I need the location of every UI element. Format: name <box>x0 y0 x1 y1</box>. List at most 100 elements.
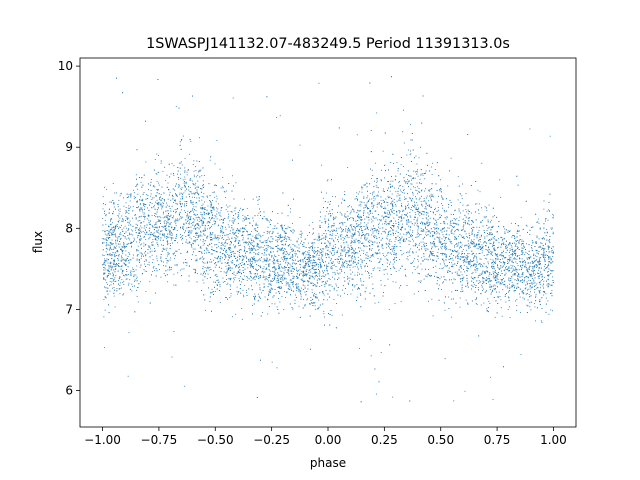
data-point <box>123 197 124 199</box>
data-point <box>252 245 254 247</box>
data-point <box>276 282 278 284</box>
data-point <box>257 254 259 255</box>
data-point <box>357 210 359 212</box>
data-point <box>260 276 261 278</box>
data-point <box>241 262 243 264</box>
data-point <box>417 259 419 260</box>
data-point <box>233 233 235 235</box>
data-point <box>347 229 348 231</box>
data-point <box>288 262 290 264</box>
data-point <box>116 224 118 225</box>
data-point <box>240 228 242 230</box>
data-point <box>355 238 357 240</box>
data-point <box>423 230 425 232</box>
data-point <box>154 248 155 249</box>
data-point <box>347 167 349 168</box>
data-point <box>462 249 464 251</box>
data-point <box>156 181 158 183</box>
data-point <box>202 274 204 276</box>
data-point <box>154 224 155 226</box>
data-point <box>460 277 462 279</box>
data-point <box>259 275 261 277</box>
data-point <box>166 262 168 264</box>
data-point <box>552 231 554 233</box>
data-point <box>238 278 240 280</box>
data-point <box>103 274 105 276</box>
data-point <box>117 206 119 208</box>
data-point <box>495 282 497 284</box>
data-point <box>481 162 483 164</box>
data-point <box>425 170 427 172</box>
data-point <box>323 248 325 250</box>
data-point <box>278 266 280 268</box>
data-point <box>393 225 395 226</box>
data-point <box>490 376 491 378</box>
data-point <box>378 249 380 251</box>
data-point <box>528 288 530 290</box>
data-point <box>157 202 159 204</box>
data-point <box>545 297 547 299</box>
data-point <box>389 212 391 214</box>
data-point <box>411 199 413 201</box>
data-point <box>131 290 133 292</box>
data-point <box>314 247 316 249</box>
data-point <box>426 222 427 224</box>
data-point <box>476 259 478 261</box>
data-point <box>109 281 111 283</box>
data-point <box>400 267 401 269</box>
data-point <box>321 164 323 166</box>
data-point <box>393 249 395 251</box>
data-point <box>270 236 272 238</box>
data-point <box>277 262 279 264</box>
data-point <box>117 251 119 253</box>
data-point <box>282 229 284 231</box>
data-point <box>165 230 167 231</box>
data-point <box>528 258 530 260</box>
data-point <box>137 207 139 209</box>
data-point <box>348 247 350 249</box>
data-point <box>105 223 107 225</box>
data-point <box>255 275 257 277</box>
data-point <box>447 227 449 229</box>
data-point <box>109 252 111 254</box>
data-point <box>115 265 117 267</box>
data-point <box>264 268 266 270</box>
data-point <box>372 244 374 246</box>
data-point <box>505 246 507 247</box>
data-point <box>328 246 330 248</box>
data-point <box>484 237 486 239</box>
data-point <box>522 274 524 276</box>
data-point <box>225 256 227 258</box>
data-point <box>374 267 376 269</box>
data-point <box>207 273 209 275</box>
data-point <box>317 264 319 265</box>
data-point <box>392 250 394 252</box>
data-point <box>470 276 472 278</box>
data-point <box>345 252 347 254</box>
data-point <box>181 236 183 238</box>
data-point <box>176 208 178 210</box>
data-point <box>333 299 335 300</box>
data-point <box>183 210 185 212</box>
data-point <box>287 283 289 285</box>
data-point <box>341 250 343 252</box>
data-point <box>160 217 162 219</box>
data-point <box>463 276 465 278</box>
data-point <box>433 245 435 247</box>
data-point <box>482 281 484 283</box>
data-point <box>331 314 333 316</box>
data-point <box>121 271 123 273</box>
data-point <box>371 203 373 205</box>
data-point <box>284 248 286 250</box>
data-point <box>416 224 418 226</box>
data-point <box>374 230 376 232</box>
data-point <box>349 213 351 215</box>
data-point <box>481 207 482 209</box>
data-point <box>543 250 545 252</box>
data-point <box>189 265 191 267</box>
data-point <box>160 276 162 278</box>
data-point <box>341 234 343 236</box>
data-point <box>366 239 368 241</box>
data-point <box>531 262 533 264</box>
data-point <box>209 300 211 302</box>
